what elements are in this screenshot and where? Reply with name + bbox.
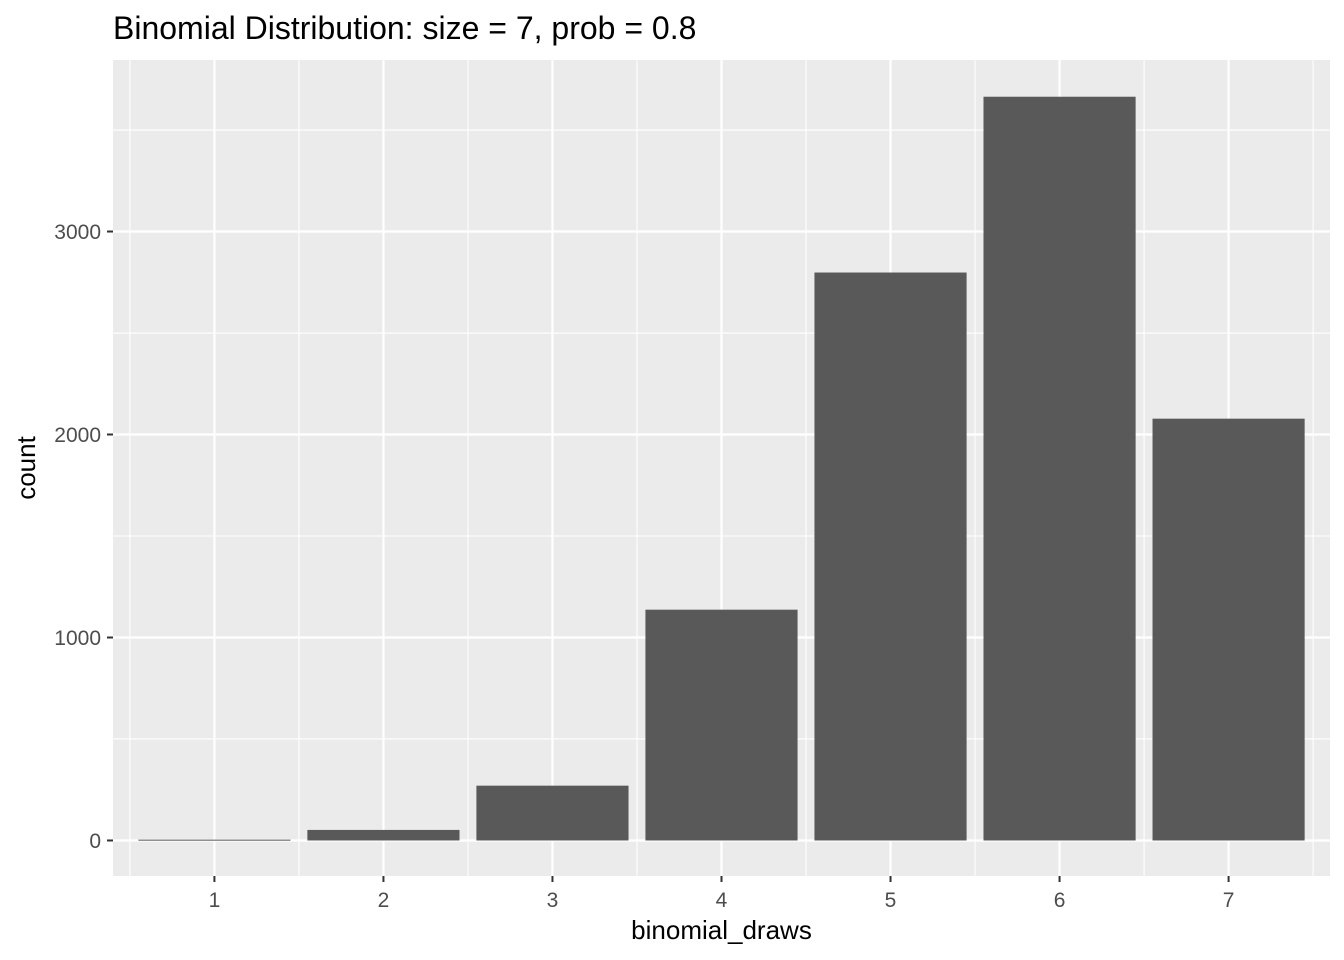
y-tick-label: 3000 xyxy=(54,221,101,244)
y-axis-title: count xyxy=(11,435,41,499)
x-tick-label: 5 xyxy=(885,889,897,912)
bar-5 xyxy=(814,272,967,841)
y-tick-label: 2000 xyxy=(54,424,101,447)
x-tick-label: 6 xyxy=(1054,889,1066,912)
y-tick-label: 1000 xyxy=(54,627,101,650)
x-axis-title: binomial_draws xyxy=(631,915,812,945)
bar-6 xyxy=(983,96,1136,841)
x-tick-label: 2 xyxy=(378,889,390,912)
x-tick-label: 3 xyxy=(547,889,559,912)
x-tick-label: 7 xyxy=(1223,889,1235,912)
bar-4 xyxy=(645,609,798,841)
bars xyxy=(138,96,1305,841)
bar-7 xyxy=(1152,418,1305,841)
bar-1 xyxy=(138,839,291,841)
chart-title: Binomial Distribution: size = 7, prob = … xyxy=(113,10,696,46)
x-tick-label: 1 xyxy=(209,889,221,912)
y-axis: 0 1000 2000 3000 xyxy=(54,221,113,853)
x-axis: 1 2 3 4 5 6 7 xyxy=(209,876,1235,912)
y-tick-label: 0 xyxy=(89,830,101,853)
bar-2 xyxy=(307,829,460,841)
x-tick-label: 4 xyxy=(716,889,728,912)
bar-3 xyxy=(476,785,629,841)
